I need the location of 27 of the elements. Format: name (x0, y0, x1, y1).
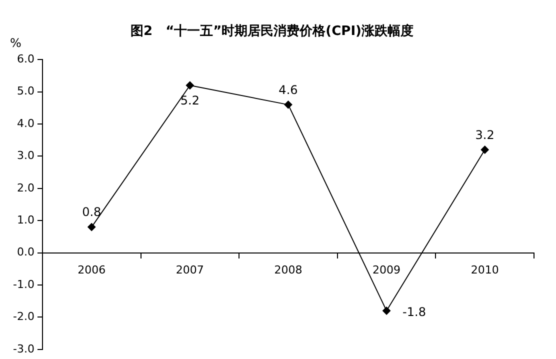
y-tick-label: -2.0 (12, 310, 34, 324)
y-tick-label: -1.0 (12, 278, 34, 291)
y-tick-label: 5.0 (16, 84, 34, 98)
point (284, 100, 292, 109)
y-tick-label: 0.0 (16, 246, 34, 259)
y-tick-label: 6.0 (16, 52, 34, 66)
data-label: 5.2 (180, 93, 200, 108)
x-tick-label: 2010 (470, 263, 499, 276)
data-label: 4.6 (278, 82, 298, 97)
y-axis-title: % (10, 36, 22, 50)
y-tick-label: 4.0 (16, 116, 34, 130)
point (480, 146, 489, 154)
chart-title: 图2 “十一五”时期居民消费价格(CPI)涨跌幅度 (130, 23, 414, 40)
point (382, 306, 391, 315)
x-tick-label: 2008 (274, 263, 302, 276)
point (88, 223, 96, 232)
x-tick-label: 2009 (372, 263, 401, 276)
data-label: -1.8 (402, 304, 426, 319)
y-tick-label: -3.0 (12, 342, 34, 356)
data-label: 0.8 (82, 205, 102, 220)
x-tick-label: 2007 (176, 263, 204, 276)
data-label: 3.2 (475, 128, 494, 142)
y-tick-label: 1.0 (16, 213, 34, 226)
y-tick-label: 3.0 (16, 149, 34, 162)
x-tick-label: 2006 (78, 263, 106, 276)
y-tick-label: 2.0 (16, 181, 34, 194)
point (186, 81, 194, 90)
